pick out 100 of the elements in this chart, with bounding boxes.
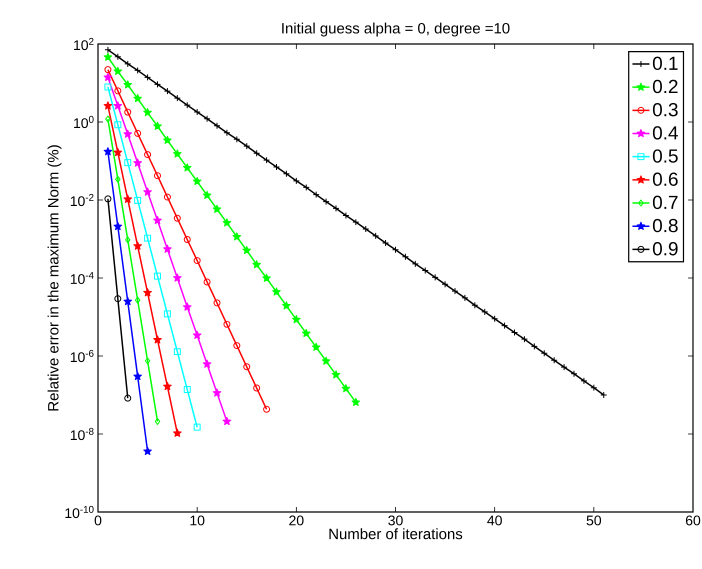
point bbox=[352, 398, 360, 406]
y-tick-label: 10$^{-6}$ bbox=[70, 350, 94, 362]
legend-label: 0.5 bbox=[652, 149, 678, 163]
point bbox=[114, 87, 122, 94]
legend-label: 0.9 bbox=[652, 242, 678, 256]
point bbox=[124, 108, 132, 116]
y-tick-label: 10$^{-8}$ bbox=[70, 428, 94, 440]
point bbox=[153, 216, 162, 224]
point bbox=[214, 299, 220, 306]
point bbox=[182, 163, 192, 172]
point bbox=[212, 204, 222, 213]
point bbox=[173, 428, 182, 437]
point bbox=[154, 272, 161, 280]
point bbox=[114, 121, 122, 128]
legend-label: 0.8 bbox=[652, 218, 678, 232]
point bbox=[144, 357, 150, 364]
point bbox=[134, 196, 142, 204]
x-tick-label: 50 bbox=[586, 516, 602, 526]
point bbox=[123, 194, 132, 203]
point bbox=[104, 101, 112, 110]
point bbox=[174, 214, 181, 222]
point bbox=[223, 320, 230, 328]
y-tick-label: 10$^{2}$ bbox=[74, 38, 94, 50]
point bbox=[143, 188, 152, 196]
x-tick-label: 60 bbox=[686, 516, 700, 526]
x-tick-label: 30 bbox=[388, 516, 403, 526]
point bbox=[104, 72, 112, 82]
point bbox=[144, 151, 152, 158]
point bbox=[174, 348, 181, 356]
point bbox=[242, 246, 252, 254]
point bbox=[115, 176, 121, 183]
point bbox=[312, 342, 320, 351]
point bbox=[154, 172, 161, 180]
point bbox=[144, 234, 152, 242]
point bbox=[123, 80, 132, 89]
point bbox=[124, 159, 132, 166]
point bbox=[252, 260, 261, 268]
point bbox=[232, 232, 242, 241]
point bbox=[163, 136, 172, 144]
point bbox=[114, 66, 122, 75]
point bbox=[104, 84, 112, 90]
point bbox=[114, 295, 122, 302]
point bbox=[243, 363, 250, 370]
point bbox=[272, 287, 281, 296]
point bbox=[194, 257, 201, 264]
point bbox=[192, 176, 202, 186]
point bbox=[262, 274, 271, 282]
point bbox=[194, 424, 201, 431]
point bbox=[282, 301, 291, 310]
point bbox=[133, 94, 142, 102]
point bbox=[114, 101, 122, 110]
point bbox=[153, 335, 162, 344]
point bbox=[123, 130, 132, 138]
x-tick-label: 40 bbox=[487, 516, 502, 526]
point bbox=[134, 130, 142, 137]
point bbox=[125, 236, 130, 244]
point bbox=[233, 342, 240, 350]
legend-label: 0.2 bbox=[652, 80, 678, 94]
point bbox=[302, 328, 311, 338]
point bbox=[202, 360, 212, 368]
y-axis-title: Relative error in the maximum Norm (%) bbox=[48, 145, 62, 410]
point bbox=[133, 242, 142, 250]
point bbox=[202, 190, 212, 200]
y-tick-label: 10$^{-10}$ bbox=[65, 506, 94, 518]
legend-label: 0.3 bbox=[652, 102, 678, 116]
y-tick-label: 10$^{-2}$ bbox=[70, 194, 94, 206]
x-tick-label: 20 bbox=[289, 516, 304, 526]
point bbox=[133, 372, 142, 380]
point bbox=[222, 218, 232, 227]
x-axis-title: Number of iterations bbox=[329, 528, 462, 540]
legend-label: 0.7 bbox=[652, 196, 678, 210]
point bbox=[184, 386, 191, 394]
point bbox=[342, 384, 350, 392]
point bbox=[134, 296, 140, 304]
point bbox=[104, 52, 112, 61]
x-tick-label: 0 bbox=[94, 516, 102, 526]
point bbox=[173, 274, 182, 282]
point bbox=[253, 384, 260, 392]
chart-title: Initial guess alpha = 0, degree =10 bbox=[282, 22, 510, 36]
point bbox=[222, 416, 232, 426]
legend-label: 0.1 bbox=[652, 56, 678, 70]
point bbox=[143, 108, 152, 116]
point bbox=[212, 388, 222, 397]
point bbox=[163, 382, 172, 390]
point bbox=[143, 446, 152, 456]
legend-label: 0.6 bbox=[652, 172, 678, 186]
x-tick-label: 10 bbox=[190, 516, 204, 526]
y-tick-label: 10$^{0}$ bbox=[74, 116, 94, 128]
point bbox=[153, 122, 162, 130]
y-tick-label: 10$^{-4}$ bbox=[70, 272, 94, 284]
point bbox=[292, 315, 301, 324]
point bbox=[204, 278, 211, 286]
point bbox=[184, 236, 191, 244]
point bbox=[114, 148, 122, 156]
legend-label: 0.4 bbox=[652, 126, 678, 140]
point bbox=[192, 330, 202, 339]
point bbox=[182, 302, 192, 311]
point bbox=[163, 244, 172, 253]
point bbox=[143, 288, 152, 296]
point bbox=[114, 222, 122, 230]
